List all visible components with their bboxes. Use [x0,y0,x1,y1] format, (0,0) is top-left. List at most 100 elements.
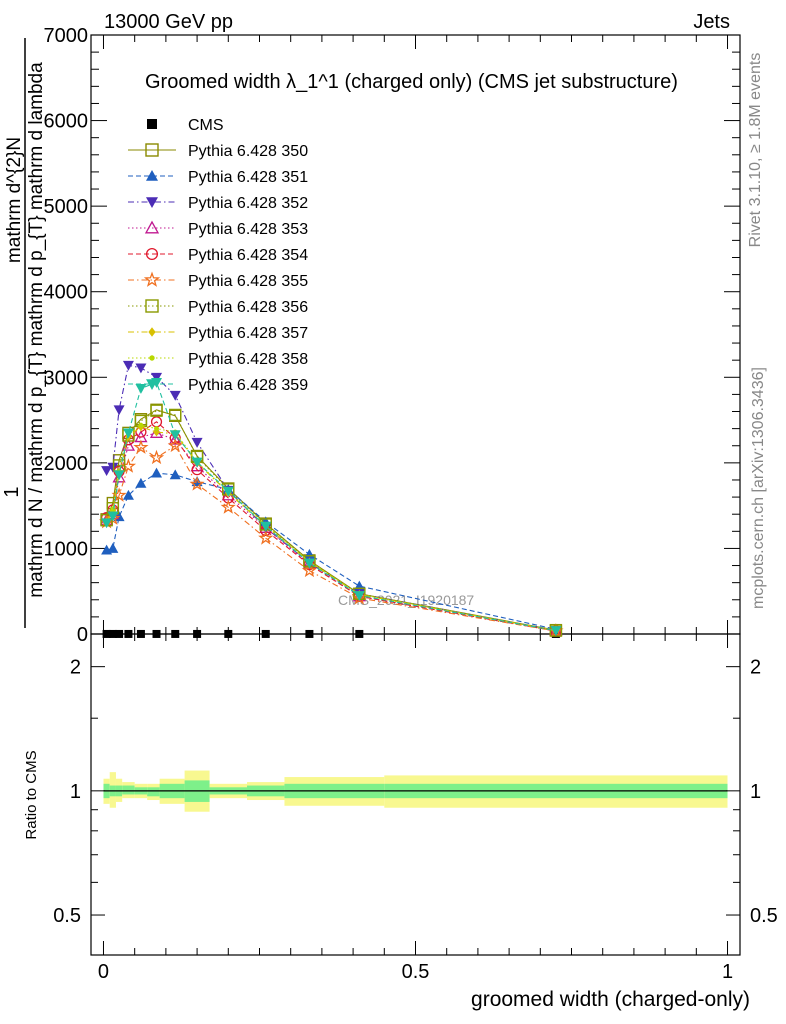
y-tick-label: 4000 [44,282,89,304]
legend-entry: Pythia 6.428 356 [128,299,308,316]
data-point [152,629,161,638]
data-point [135,477,147,488]
ratio-band-inner [147,787,160,797]
series-pythia-6-428-357 [103,422,560,635]
legend-label: Pythia 6.428 358 [188,351,308,368]
x-tick-label: 0 [98,961,109,983]
legend-marker [149,355,155,361]
ratio-y-tick-label-right: 2 [750,657,761,679]
legend-marker [145,247,159,261]
data-point [112,470,126,483]
ratio-y-tick-label: 0.5 [53,905,81,927]
data-point [107,511,119,522]
ratio-y-tick-label: 1 [70,781,81,803]
data-point [135,384,147,394]
mcplots-label: mcplots.cern.ch [arXiv:1306.3436] [750,367,767,609]
legend-marker [143,271,161,287]
series-pythia-6-428-355 [98,437,564,638]
ratio-panel: 0 0.5 1 0.5 0.5 1 1 2 2 [53,633,778,983]
legend-entry: Pythia 6.428 355 [128,271,308,290]
main-series-layer [98,360,564,638]
legend-label: Pythia 6.428 356 [188,299,308,316]
legend-label: Pythia 6.428 352 [188,195,308,212]
series-pythia-6-428-358 [104,422,559,634]
data-point [260,521,272,532]
data-point [169,408,182,422]
ratio-y-tick-label-right: 1 [750,781,761,803]
legend-label: Pythia 6.428 359 [188,377,308,394]
ratio-y-tick-label-right: 0.5 [750,905,778,927]
series-line [106,421,557,632]
legend-marker [146,197,158,208]
data-point [113,470,125,481]
data-point [113,405,125,416]
chart-title: Groomed width λ_1^1 (charged only) (CMS … [145,71,678,93]
y-tick-label: 7000 [44,25,89,47]
data-point [191,476,203,487]
data-point [169,390,181,401]
data-point [222,486,234,497]
data-point [115,629,124,638]
series-line [106,432,557,632]
data-point [189,476,205,491]
data-point [107,542,119,553]
data-point [169,469,181,480]
x-tick-label: 0.5 [402,961,430,983]
ratio-ylabel: Ratio to CMS [23,750,40,839]
main-ylabel: 1 mathrm d^{2}N mathrm d N / mathrm d p_… [1,38,47,628]
x-tick-label: 1 [722,961,733,983]
legend-entry: Pythia 6.428 351 [128,169,308,186]
series-pythia-6-428-351 [101,467,562,634]
data-point [102,629,111,638]
data-point [101,518,113,529]
data-point [124,629,133,638]
data-point [191,437,203,448]
y-tick-label: 1000 [44,538,89,560]
data-point [122,489,134,500]
data-point [305,629,314,638]
data-point [150,404,163,417]
series-pythia-6-428-352 [101,360,562,637]
y-tick-label: 5000 [44,196,89,218]
rivet-label: Rivet 3.1.10, ≥ 1.8M events [747,53,764,248]
data-point [148,449,165,465]
series-line [106,472,557,630]
ylabel-one: 1 [1,486,23,497]
data-point [258,530,274,545]
series-pythia-6-428-353 [99,426,563,637]
legend-entry: Pythia 6.428 352 [128,195,308,212]
series-line [106,426,557,632]
legend-marker [148,327,156,337]
data-point [122,360,134,371]
legend-label: Pythia 6.428 354 [188,247,308,264]
y-tick-label: 2000 [44,453,89,475]
header-left: 13000 GeV pp [104,11,233,33]
data-point [167,437,183,453]
legend-marker [147,119,157,129]
x-axis-label: groomed width (charged-only) [471,988,750,1011]
main-panel: 0 1000 2000 3000 4000 5000 6000 7000 [44,25,741,646]
legend-marker [145,299,159,313]
legend-entry: Pythia 6.428 350 [128,143,308,160]
data-point [133,439,149,454]
data-point [353,580,365,591]
data-point [151,372,163,383]
data-point [107,462,119,473]
data-point [355,629,364,638]
ylabel-denominator: mathrm d N / mathrm d p_{T} mathrm d p_{… [26,62,47,598]
legend-entry: Pythia 6.428 358 [128,351,308,368]
legend-marker [146,170,158,181]
data-point [169,430,181,441]
legend-label: Pythia 6.428 350 [188,143,308,160]
data-point [122,428,134,439]
data-point [261,629,270,638]
data-point [550,626,562,637]
series-pythia-6-428-354 [101,416,562,637]
legend: CMS Pythia 6.428 350 Pythia 6.428 351 Pythi… [128,117,308,394]
data-point [154,426,159,432]
legend-label: Pythia 6.428 353 [188,221,308,238]
legend-entry: Pythia 6.428 354 [128,247,308,264]
data-point [101,466,113,477]
legend-label: Pythia 6.428 357 [188,325,308,342]
